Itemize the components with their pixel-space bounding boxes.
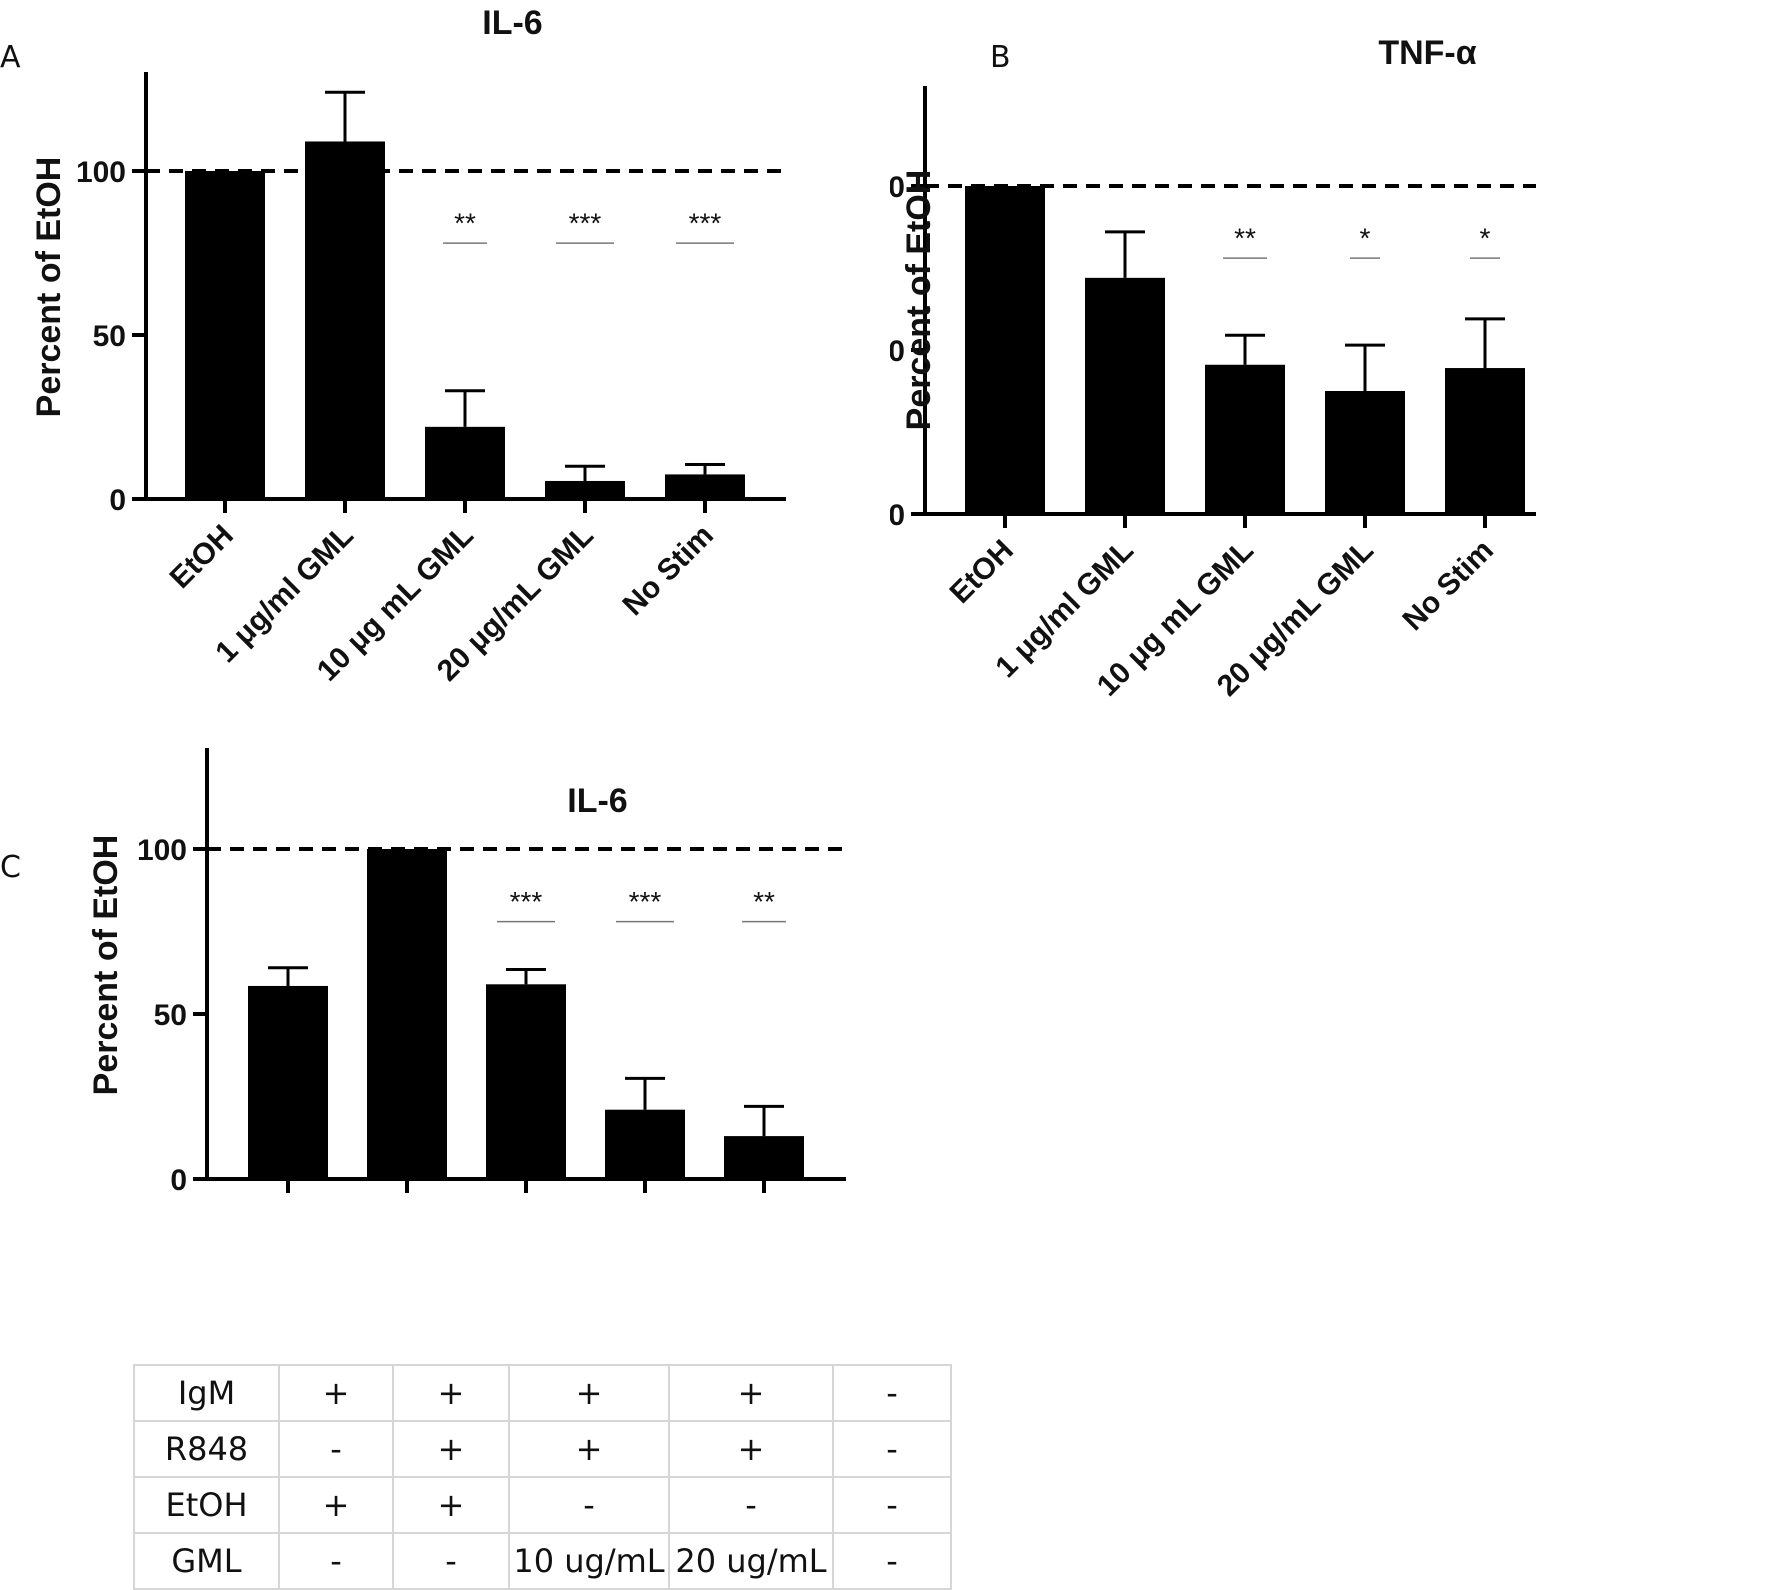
condition-cell: 20 ug/mL [668,1532,834,1590]
bar [605,1109,685,1179]
bar [724,1136,804,1179]
bar [425,426,505,499]
panel-letter-a: A [0,40,21,75]
bar [367,849,447,1179]
condition-cell: + [508,1364,670,1422]
y-axis-label: Percent of EtOH [900,170,938,431]
significance-label: ** [753,886,775,917]
bar [1445,368,1525,514]
condition-cell: + [278,1476,394,1534]
panel-letter-c: C [0,850,21,885]
y-tick-label: 100 [76,156,126,189]
y-tick-label: 50 [890,335,905,368]
panel-letter-b: B [990,40,1011,75]
condition-cell: + [278,1364,394,1422]
condition-cell: - [392,1532,510,1590]
condition-row-r848: R848 - + + + - [133,1420,952,1478]
y-tick-label: 50 [154,999,187,1032]
panel-title-a: IL-6 [482,4,543,42]
y-axis-label: Percent of EtOH [87,835,125,1096]
x-tick-label: No Stim [1396,534,1499,637]
bar [486,984,566,1179]
condition-cell: + [668,1420,834,1478]
bar [248,985,328,1179]
significance-label: * [1480,223,1491,254]
y-tick-label: 0 [890,499,905,532]
condition-cell: 10 ug/mL [508,1532,670,1590]
condition-row-label: R848 [133,1420,280,1478]
condition-row-label: GML [133,1532,280,1590]
y-tick-label: 100 [890,171,905,204]
significance-label: ** [1234,223,1256,254]
panel-title-b: TNF-α [1378,34,1477,72]
bar [305,141,385,500]
y-tick-label: 50 [93,320,126,353]
bar [1085,277,1165,514]
condition-cell: + [668,1364,834,1422]
condition-row-etoh: EtOH + + - - - [133,1476,952,1534]
condition-cell: - [832,1364,952,1422]
significance-label: *** [689,208,722,239]
condition-row-igm: IgM + + + + - [133,1364,952,1422]
condition-row-label: EtOH [133,1476,280,1534]
bar [185,171,265,499]
condition-cell: + [392,1420,510,1478]
condition-cell: - [278,1420,394,1478]
condition-cell: + [508,1420,670,1478]
condition-cell: - [668,1476,834,1534]
bar [545,480,625,499]
y-tick-label: 100 [137,834,187,867]
condition-cell: - [278,1532,394,1590]
condition-row-gml: GML - - 10 ug/mL 20 ug/mL - [133,1532,952,1590]
condition-cell: - [832,1420,952,1478]
y-tick-label: 0 [109,484,126,517]
y-axis-label: Percent of EtOH [30,157,68,418]
significance-label: * [1360,223,1371,254]
condition-cell: - [508,1476,670,1534]
significance-label: *** [629,886,662,917]
bar [665,474,745,499]
significance-label: *** [569,208,602,239]
condition-cell: + [392,1476,510,1534]
bar [1325,391,1405,514]
significance-label: ** [454,208,476,239]
condition-cell: - [832,1476,952,1534]
condition-table: IgM + + + + - R848 - + + + - EtOH + + - … [133,1364,952,1590]
condition-cell: + [392,1364,510,1422]
bar [965,186,1045,514]
significance-label: *** [510,886,543,917]
panel-title-c: IL-6 [567,782,628,820]
condition-cell: - [832,1532,952,1590]
y-tick-label: 0 [170,1164,187,1197]
condition-row-label: IgM [133,1364,280,1422]
bar [1205,364,1285,514]
